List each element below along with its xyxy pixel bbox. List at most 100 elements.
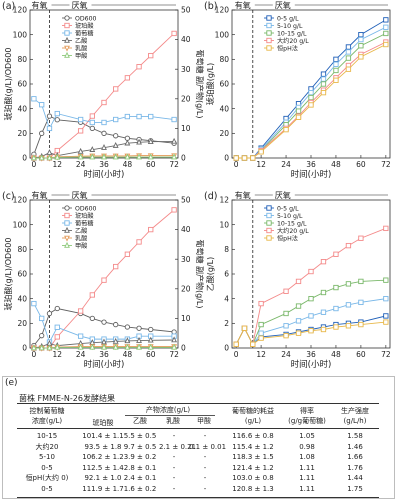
data-point xyxy=(358,54,364,60)
data-point xyxy=(77,333,84,339)
data-point xyxy=(54,117,60,123)
data-point xyxy=(266,235,272,241)
data-point xyxy=(308,313,314,319)
data-point xyxy=(308,102,314,108)
data-point xyxy=(283,310,289,317)
table-cell-formic: - xyxy=(203,463,207,472)
table-cell-acetic: 2.4 ± 0.1 xyxy=(123,474,157,483)
data-point xyxy=(124,324,131,330)
data-point xyxy=(39,102,45,108)
data-point xyxy=(320,89,327,96)
table-cell-succinic: 93.5 ± 1.8 xyxy=(84,442,122,451)
data-point xyxy=(54,334,60,340)
table-cell-yield: 1.11 xyxy=(299,463,315,472)
y-tick-label: 80 xyxy=(17,55,27,64)
data-point xyxy=(89,292,95,298)
data-point xyxy=(358,32,364,38)
table-cell-consumption: 115.4 ± 1.2 xyxy=(232,442,274,451)
data-point xyxy=(171,336,178,343)
data-point xyxy=(112,153,119,160)
data-point xyxy=(54,305,60,312)
data-point xyxy=(101,343,107,350)
x-axis-label: 时间(小时) xyxy=(84,359,125,370)
anaerobic-label: 厌氧 xyxy=(71,0,87,10)
data-point xyxy=(333,284,339,291)
data-point xyxy=(258,321,264,328)
data-point xyxy=(358,299,364,306)
x-tick-label: 36 xyxy=(306,160,316,169)
data-point xyxy=(333,324,339,330)
data-point xyxy=(124,337,131,344)
x-tick-label: 72 xyxy=(169,350,179,359)
table-cell-consumption: 116.6 ± 0.8 xyxy=(232,432,274,440)
legend-label: 乳酸 xyxy=(75,234,87,242)
series-line xyxy=(33,33,175,159)
x-tick-label: 72 xyxy=(169,160,179,169)
legend-label: 葡萄糖 xyxy=(75,29,94,37)
x-tick-label: 0 xyxy=(32,160,37,169)
data-point xyxy=(136,138,142,145)
data-point xyxy=(266,22,272,29)
data-point xyxy=(345,66,352,72)
y2-tick-label: 20 xyxy=(181,94,191,103)
data-point xyxy=(233,155,239,161)
results-table: (e) 菌株 FMME-N-26发酵结果 控制葡萄糖 浓度(g/L) 产物浓度(… xyxy=(2,376,395,499)
table-cell-succinic: 112.5 ± 1.4 xyxy=(82,463,124,472)
x-tick-label: 24 xyxy=(76,350,86,359)
data-point xyxy=(46,344,53,351)
x-tick-label: 60 xyxy=(146,160,156,169)
data-point xyxy=(64,212,70,219)
table-cell-yield: 0.98 xyxy=(299,442,315,451)
data-point xyxy=(383,319,389,325)
y-tick-label: 12 xyxy=(219,196,229,205)
table-cell-lactic: - xyxy=(172,463,176,472)
x-tick-label: 24 xyxy=(76,160,86,169)
data-point xyxy=(241,325,248,331)
y-tick-label: 0 xyxy=(224,344,229,353)
y-tick-label: 6 xyxy=(224,270,229,279)
data-point xyxy=(89,146,96,152)
y-tick-label: 4 xyxy=(224,294,229,303)
data-point xyxy=(124,153,131,160)
x-tick-label: 48 xyxy=(331,160,341,169)
y2-axis-label: 葡萄糖 副产物(g/L) xyxy=(195,239,205,308)
anaerobic-label: 厌氧 xyxy=(275,0,291,10)
data-point xyxy=(148,113,154,120)
data-point xyxy=(77,147,84,154)
data-point xyxy=(148,52,154,59)
legend-label: 5-10 g/L xyxy=(277,23,303,30)
data-point xyxy=(345,44,352,50)
y-tick-label: 120 xyxy=(215,6,230,15)
data-point xyxy=(320,289,327,296)
table-cell-succinic: 101.4 ± 1.1 xyxy=(82,432,124,440)
y2-tick-label: 10 xyxy=(181,314,191,323)
x-tick-label: 24 xyxy=(281,350,291,359)
table-cell-formic: - xyxy=(203,432,207,440)
y-tick-label: 20 xyxy=(17,129,27,138)
table-cell-consumption: 120.8 ± 1.3 xyxy=(232,485,274,493)
data-point xyxy=(266,220,272,226)
table-cell-formic: - xyxy=(203,474,207,483)
data-point xyxy=(358,235,364,241)
data-point xyxy=(171,343,178,350)
data-point xyxy=(345,55,352,61)
panel-label: (a) xyxy=(2,1,15,12)
data-point xyxy=(64,15,70,21)
table-cell-conc: 0-5 xyxy=(41,463,53,472)
data-point xyxy=(295,318,302,324)
x-tick-label: 12 xyxy=(256,160,266,169)
table-cell-succinic: 106.2 ± 1.2 xyxy=(82,453,124,462)
data-point xyxy=(54,153,61,160)
data-point xyxy=(308,296,314,302)
data-point xyxy=(250,155,256,161)
header-yield: 得率 xyxy=(300,407,314,415)
y2-tick-label: 0 xyxy=(181,344,186,353)
data-point xyxy=(46,113,53,119)
y-tick-label: 60 xyxy=(17,270,27,279)
table-cell-conc: 0-5 xyxy=(41,485,53,493)
data-point xyxy=(89,125,95,132)
y-axis-label: 琥珀酸(g/L)/OD600 xyxy=(3,48,13,121)
x-axis-label: 时间(小时) xyxy=(84,169,125,180)
legend-label: 琥珀酸 xyxy=(75,212,94,220)
panel-label: (d) xyxy=(204,191,217,202)
